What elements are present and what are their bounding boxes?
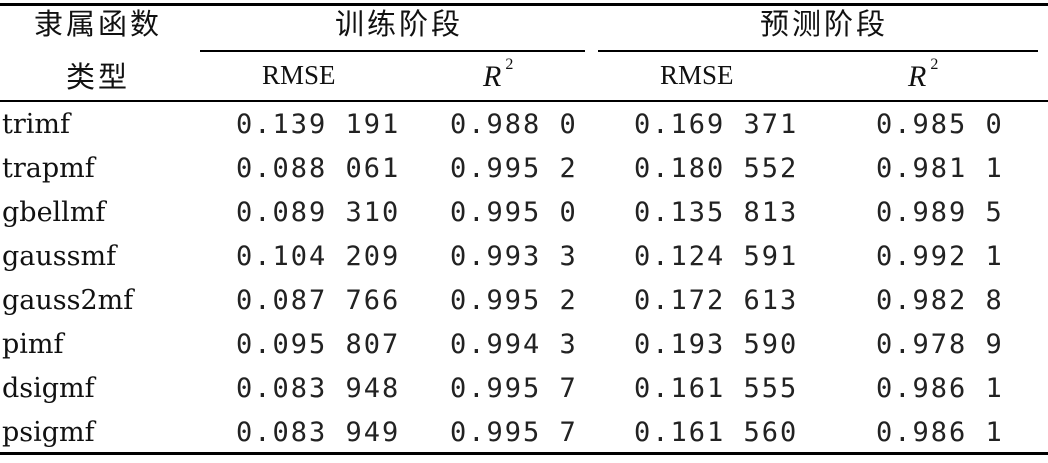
header-prediction-stage: 预测阶段 <box>760 7 889 41</box>
train-r2: 0.995 0 <box>450 197 578 228</box>
pred-r2: 0.981 1 <box>876 153 1004 184</box>
header-train-rmse: RMSE <box>262 60 336 90</box>
table-row: gbellmf 0.089 310 0.995 0 0.135 813 0.98… <box>0 199 1048 243</box>
pred-r2: 0.992 1 <box>876 241 1004 272</box>
table-row: psigmf 0.083 949 0.995 7 0.161 560 0.986… <box>0 419 1048 463</box>
header-training-stage: 训练阶段 <box>335 7 464 41</box>
mf-name: trapmf <box>2 153 95 184</box>
train-rmse: 0.087 766 <box>236 285 401 316</box>
mf-name: pimf <box>2 329 64 360</box>
pred-r2: 0.982 8 <box>876 285 1004 316</box>
train-rmse: 0.089 310 <box>236 197 401 228</box>
pred-rmse: 0.180 552 <box>634 153 799 184</box>
mf-name: gauss2mf <box>2 285 134 316</box>
pred-rmse: 0.135 813 <box>634 197 799 228</box>
pred-r2: 0.986 1 <box>876 373 1004 404</box>
train-r2: 0.995 2 <box>450 153 578 184</box>
mf-name: gaussmf <box>2 241 117 272</box>
table-row: dsigmf 0.083 948 0.995 7 0.161 555 0.986… <box>0 375 1048 419</box>
pred-rmse: 0.161 560 <box>634 417 799 448</box>
mf-name: gbellmf <box>2 197 106 228</box>
pred-r2: 0.986 1 <box>876 417 1004 448</box>
prediction-group-rule <box>598 50 1038 52</box>
pred-r2: 0.978 9 <box>876 329 1004 360</box>
train-r2: 0.995 7 <box>450 417 578 448</box>
train-rmse: 0.139 191 <box>236 109 401 140</box>
pred-rmse: 0.169 371 <box>634 109 799 140</box>
train-r2: 0.995 2 <box>450 285 578 316</box>
mf-name: trimf <box>2 109 70 140</box>
table-row: trimf 0.139 191 0.988 0 0.169 371 0.985 … <box>0 111 1048 155</box>
pred-rmse: 0.193 590 <box>634 329 799 360</box>
table-row: gauss2mf 0.087 766 0.995 2 0.172 613 0.9… <box>0 287 1048 331</box>
header-pred-rmse: RMSE <box>660 60 734 90</box>
header-mf-type-line2: 类型 <box>66 60 131 94</box>
header-mf-type-line1: 隶属函数 <box>34 7 163 41</box>
training-group-rule <box>200 50 585 52</box>
pred-rmse: 0.161 555 <box>634 373 799 404</box>
table-row: gaussmf 0.104 209 0.993 3 0.124 591 0.99… <box>0 243 1048 287</box>
mf-name: psigmf <box>2 417 95 448</box>
train-rmse: 0.088 061 <box>236 153 401 184</box>
table-row: pimf 0.095 807 0.994 3 0.193 590 0.978 9 <box>0 331 1048 375</box>
pred-r2: 0.989 5 <box>876 197 1004 228</box>
header-rule <box>0 100 1048 102</box>
pred-rmse: 0.124 591 <box>634 241 799 272</box>
table-row: trapmf 0.088 061 0.995 2 0.180 552 0.981… <box>0 155 1048 199</box>
train-r2: 0.995 7 <box>450 373 578 404</box>
top-rule <box>0 3 1048 6</box>
train-r2: 0.988 0 <box>450 109 578 140</box>
train-rmse: 0.083 949 <box>236 417 401 448</box>
train-r2: 0.994 3 <box>450 329 578 360</box>
pred-r2: 0.985 0 <box>876 109 1004 140</box>
mf-name: dsigmf <box>2 373 95 404</box>
train-r2: 0.993 3 <box>450 241 578 272</box>
train-rmse: 0.095 807 <box>236 329 401 360</box>
bottom-rule <box>0 452 1048 455</box>
train-rmse: 0.083 948 <box>236 373 401 404</box>
pred-rmse: 0.172 613 <box>634 285 799 316</box>
train-rmse: 0.104 209 <box>236 241 401 272</box>
